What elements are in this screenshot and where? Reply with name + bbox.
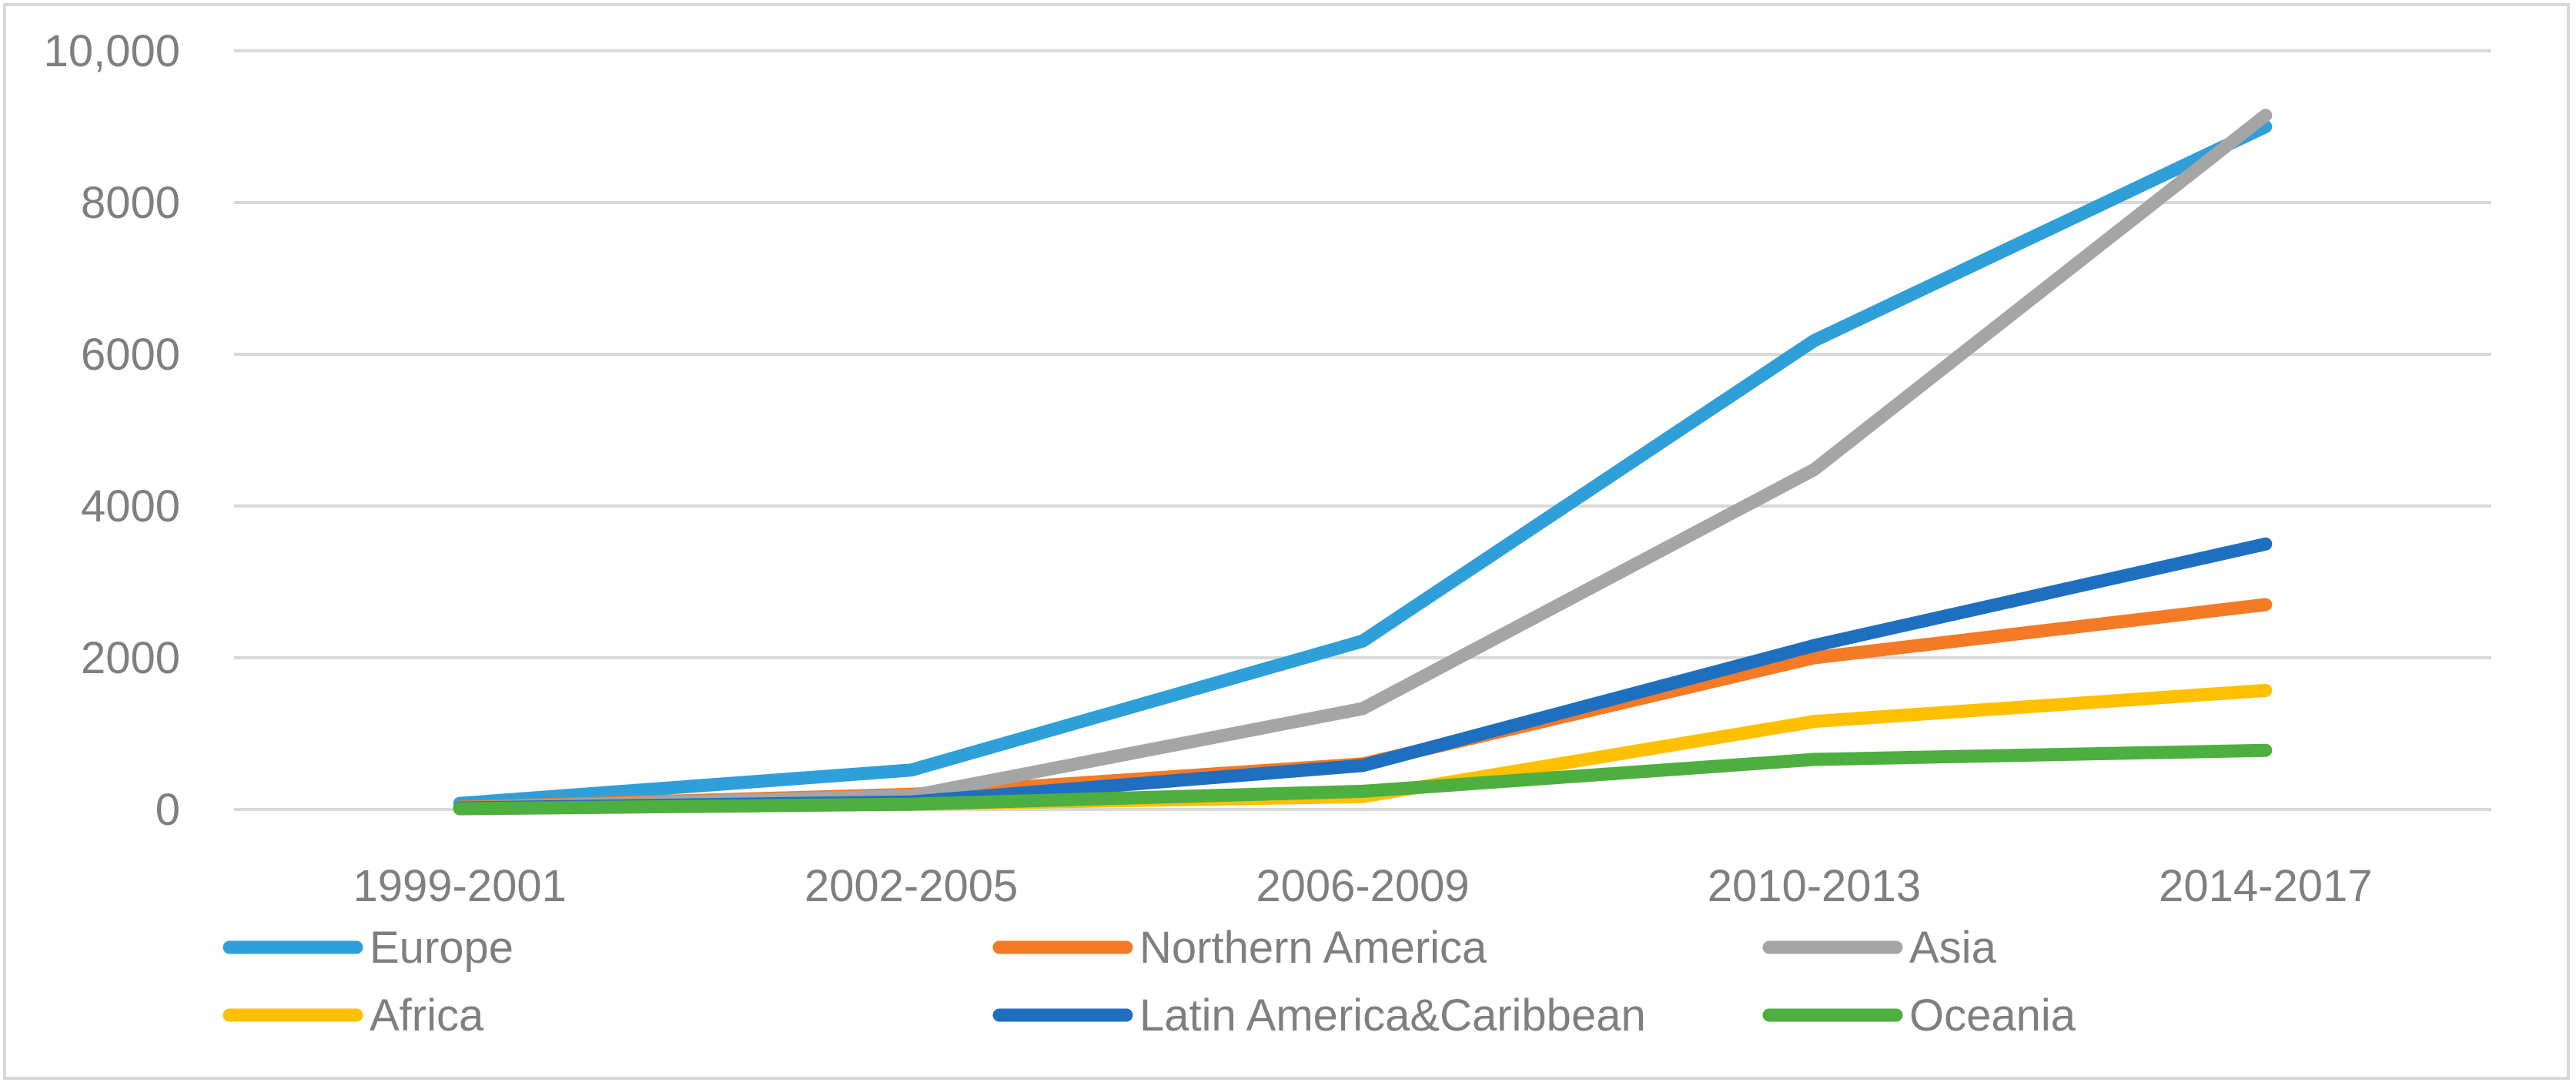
legend-item: Latin America&Caribbean <box>992 990 1646 1041</box>
y-tick-label: 8000 <box>81 178 180 228</box>
legend-label: Africa <box>370 990 484 1041</box>
legend-item: Europe <box>222 923 514 973</box>
x-tick-label: 2014-2017 <box>2159 861 2372 911</box>
legend-label: Latin America&Caribbean <box>1139 990 1646 1041</box>
x-tick-label: 1999-2001 <box>353 861 567 911</box>
series-line-oceania <box>453 743 2273 816</box>
y-tick-label: 6000 <box>81 330 180 380</box>
legend-item: Northern America <box>992 923 1487 973</box>
gridlines <box>234 49 2491 811</box>
series-lines <box>453 109 2273 816</box>
x-tick-label: 2006-2009 <box>1256 861 1469 911</box>
legend-label: Europe <box>370 923 514 973</box>
y-tick-label: 0 <box>156 785 180 835</box>
legend-label: Northern America <box>1139 923 1487 973</box>
legend: Europe Northern America Asia Africa Latin Am… <box>222 923 2076 1041</box>
x-axis-tick-labels: 1999-2001 2002-2005 2006-2009 2010-2013 2014… <box>353 861 2373 911</box>
x-tick-label: 2002-2005 <box>805 861 1018 911</box>
legend-item: Africa <box>222 990 484 1041</box>
legend-item: Asia <box>1762 923 1997 973</box>
legend-item: Oceania <box>1762 990 2076 1041</box>
y-axis-tick-labels: 0 2000 4000 6000 8000 10,000 <box>44 26 180 835</box>
legend-label: Asia <box>1909 923 1997 973</box>
legend-label: Oceania <box>1909 990 2076 1041</box>
y-tick-label: 10,000 <box>44 26 180 76</box>
chart-frame: 0 2000 4000 6000 8000 10,000 1999-2001 2002-20… <box>3 3 2570 1080</box>
line-chart: 0 2000 4000 6000 8000 10,000 1999-2001 2002-20… <box>44 26 2491 1041</box>
y-tick-label: 2000 <box>81 633 180 683</box>
series-line-europe <box>453 120 2273 810</box>
x-tick-label: 2010-2013 <box>1708 861 1921 911</box>
y-tick-label: 4000 <box>81 481 180 531</box>
series-line-latin-america-caribbean <box>453 537 2273 815</box>
